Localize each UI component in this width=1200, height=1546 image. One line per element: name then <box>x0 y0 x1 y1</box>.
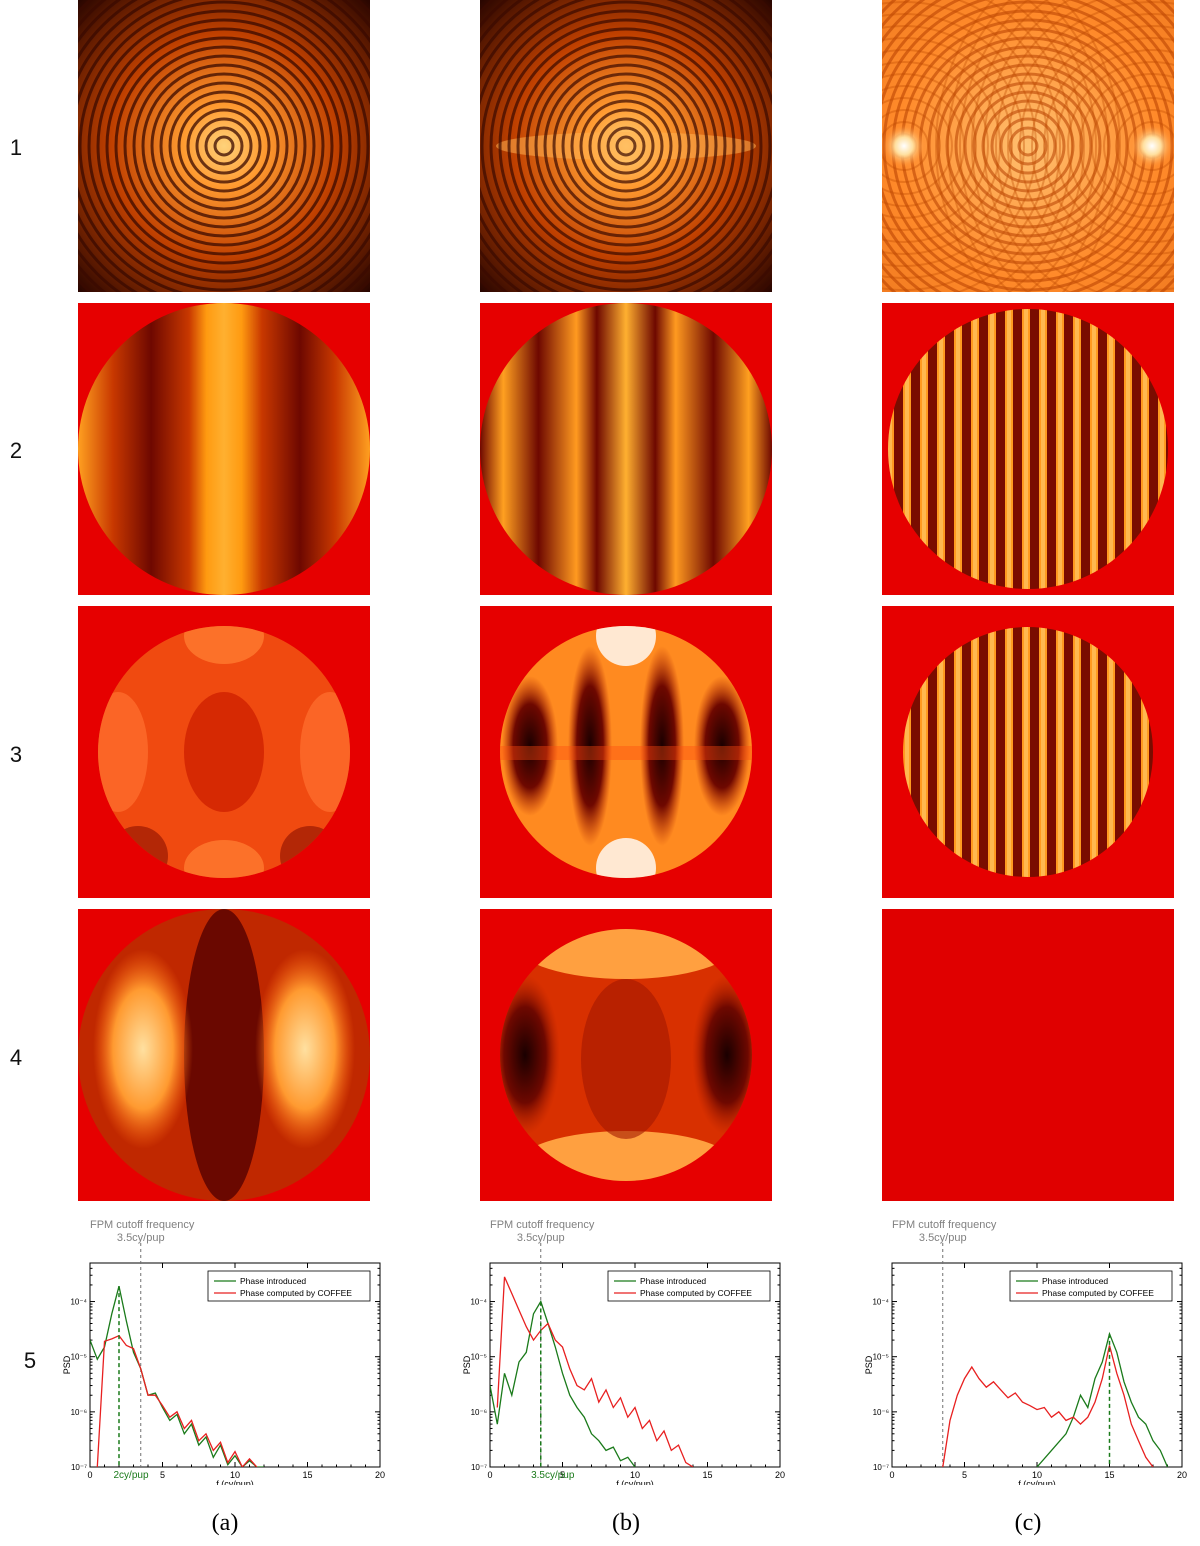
series-line-computed <box>96 1334 258 1467</box>
y-tick-label: 10⁻⁶ <box>71 1408 87 1417</box>
y-axis-label: PSD <box>462 1355 472 1374</box>
fpm-annotation: FPM cutoff frequency <box>490 1219 595 1231</box>
legend-entry: Phase computed by COFFEE <box>1042 1288 1154 1298</box>
x-tick-label: 20 <box>1177 1470 1187 1480</box>
phase-computed-a <box>78 606 370 898</box>
x-tick-label: 5 <box>962 1470 967 1480</box>
row-label-5: 5 <box>23 1348 37 1373</box>
x-tick-label: 20 <box>375 1470 385 1480</box>
legend-box <box>207 1270 371 1302</box>
x-tick-label: 10 <box>630 1470 640 1480</box>
phase-computed-b <box>480 606 772 898</box>
y-tick-label: 10⁻⁵ <box>71 1353 87 1362</box>
series-line-introduced <box>90 1286 264 1467</box>
psf-image-c <box>882 0 1174 292</box>
x-tick-label: 20 <box>775 1470 785 1480</box>
row-label-2: 2 <box>9 438 23 463</box>
phase-residual-b <box>480 909 772 1201</box>
psf-image-b <box>480 0 772 292</box>
phase-introduced-a <box>78 303 370 595</box>
y-axis-label: PSD <box>62 1355 72 1374</box>
phase-introduced-b <box>480 303 772 595</box>
y-tick-label: 10⁻⁵ <box>471 1353 487 1362</box>
x-tick-label: 15 <box>302 1470 312 1480</box>
cutoff-label: 3.5cy/pup <box>919 1232 967 1244</box>
series-line-introduced <box>1036 1331 1169 1467</box>
psf-image-a <box>78 0 370 292</box>
column-label-c: (c) <box>1014 1510 1042 1536</box>
x-tick-label: 5 <box>560 1470 565 1480</box>
x-axis-label: f (cy/pup) <box>1018 1479 1056 1485</box>
series-line-computed <box>942 1345 1154 1467</box>
y-tick-label: 10⁻⁶ <box>873 1408 889 1417</box>
row-label-3: 3 <box>9 742 23 767</box>
legend-entry: Phase computed by COFFEE <box>240 1288 352 1298</box>
x-tick-label: 15 <box>1104 1470 1114 1480</box>
series-line-introduced <box>490 1299 636 1467</box>
x-tick-label: 10 <box>230 1470 240 1480</box>
x-tick-label: 15 <box>702 1470 712 1480</box>
y-axis-label: PSD <box>864 1355 874 1374</box>
y-tick-label: 10⁻⁷ <box>471 1463 487 1472</box>
x-tick-label: 5 <box>160 1470 165 1480</box>
legend-entry: Phase introduced <box>240 1276 306 1286</box>
peak-label: 2cy/pup <box>113 1470 148 1481</box>
peak-label: 3.5cy/pup <box>531 1470 575 1481</box>
y-tick-label: 10⁻⁶ <box>471 1408 487 1417</box>
x-tick-label: 0 <box>87 1470 92 1480</box>
legend-entry: Phase computed by COFFEE <box>640 1288 752 1298</box>
cutoff-label: 3.5cy/pup <box>517 1232 565 1244</box>
legend-entry: Phase introduced <box>1042 1276 1108 1286</box>
y-tick-label: 10⁻⁷ <box>873 1463 889 1472</box>
legend-box <box>607 1270 771 1302</box>
legend-box <box>1009 1270 1173 1302</box>
x-tick-label: 0 <box>487 1470 492 1480</box>
column-label-a: (a) <box>211 1510 239 1536</box>
fpm-annotation: FPM cutoff frequency <box>90 1219 195 1231</box>
y-tick-label: 10⁻⁴ <box>872 1298 889 1307</box>
y-tick-label: 10⁻⁴ <box>70 1298 87 1307</box>
legend-entry: Phase introduced <box>640 1276 706 1286</box>
fpm-annotation: FPM cutoff frequency <box>892 1219 997 1231</box>
x-tick-label: 10 <box>1032 1470 1042 1480</box>
phase-introduced-c <box>882 303 1174 595</box>
x-tick-label: 0 <box>889 1470 894 1480</box>
row-label-1: 1 <box>9 135 23 160</box>
y-tick-label: 10⁻⁴ <box>470 1298 487 1307</box>
y-tick-label: 10⁻⁷ <box>71 1463 87 1472</box>
x-axis-label: f (cy/pup) <box>616 1479 654 1485</box>
x-axis-label: f (cy/pup) <box>216 1479 254 1485</box>
phase-residual-a <box>78 909 370 1201</box>
y-tick-label: 10⁻⁵ <box>873 1353 889 1362</box>
phase-residual-c <box>882 909 1174 1201</box>
phase-computed-c <box>882 606 1174 898</box>
row-label-4: 4 <box>9 1045 23 1070</box>
cutoff-label: 3.5cy/pup <box>117 1232 165 1244</box>
column-label-b: (b) <box>612 1510 640 1536</box>
series-line-computed <box>496 1276 694 1467</box>
